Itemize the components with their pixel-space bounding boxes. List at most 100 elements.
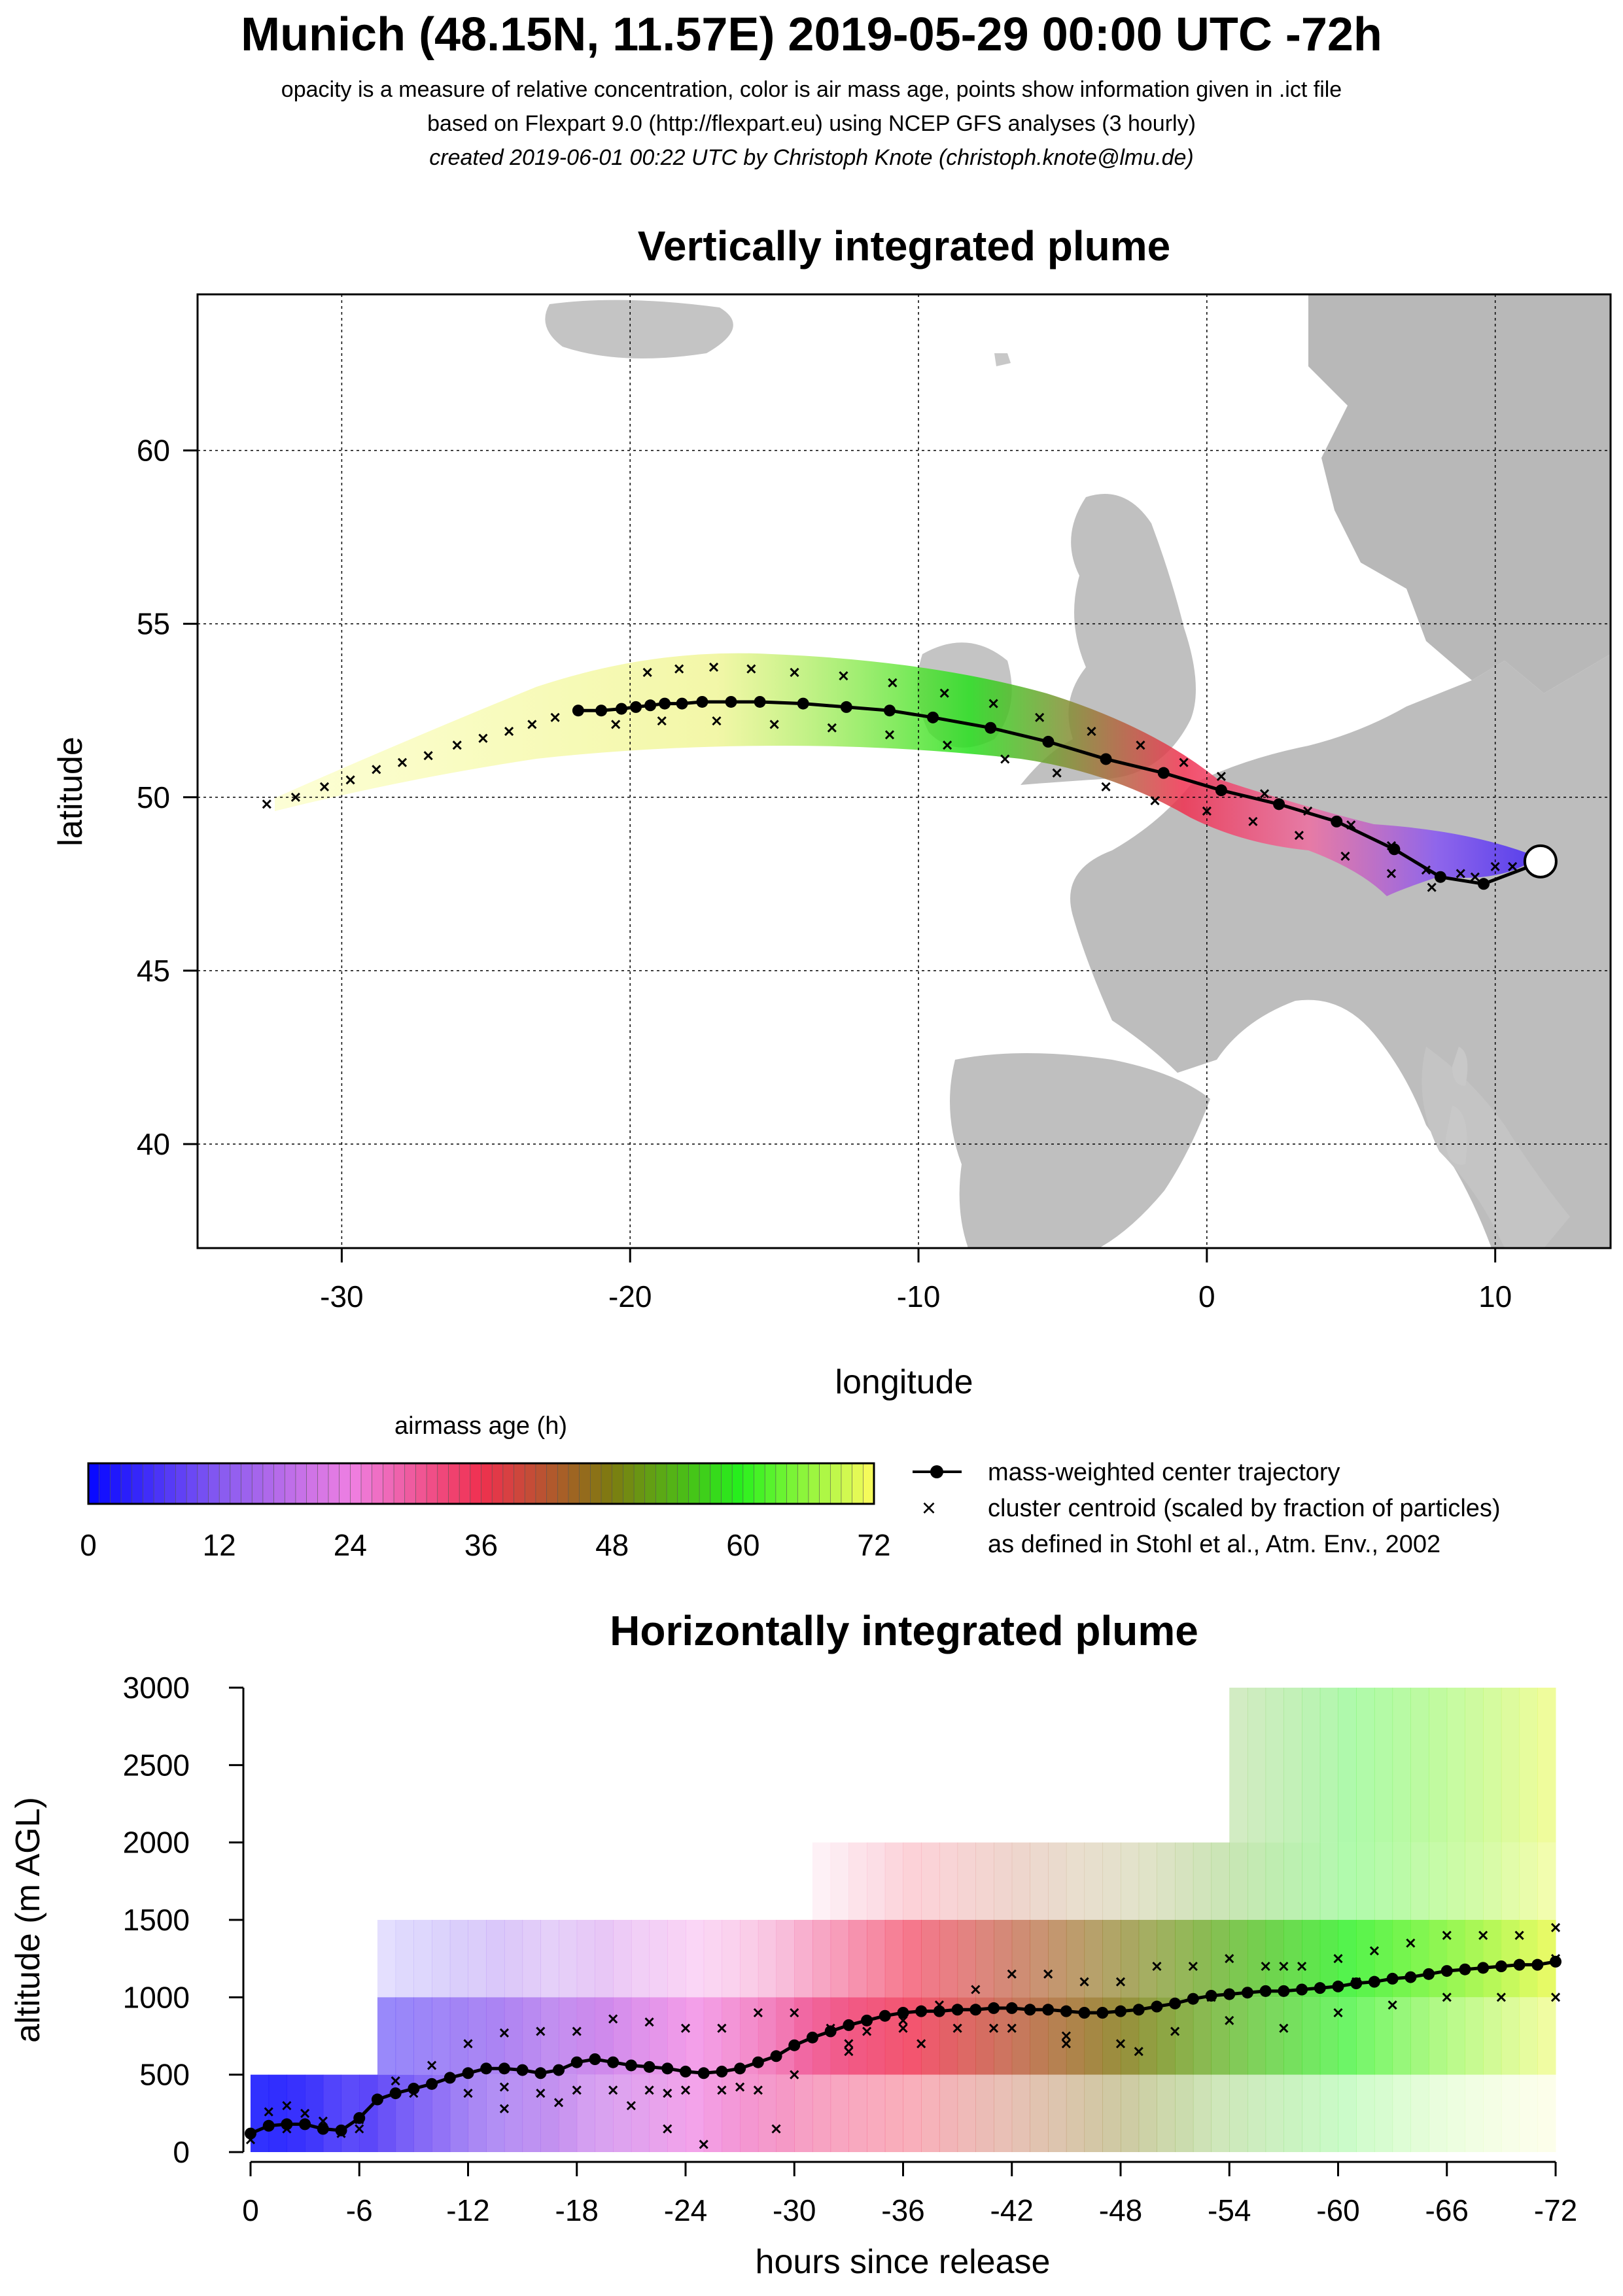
land-iberia — [950, 1053, 1210, 1248]
map-trajectory-point — [1478, 878, 1490, 890]
profile-shade-cell — [1138, 1842, 1157, 1920]
profile-shade-cell — [830, 1920, 849, 1998]
map-cluster-marker — [372, 765, 381, 774]
profile-shade-cell — [848, 1920, 867, 1998]
profile-x-tick-label: -66 — [1425, 2193, 1469, 2227]
colorbar-cell — [524, 1463, 536, 1505]
colorbar-cell — [688, 1463, 700, 1505]
colorbar-tick-label: 0 — [80, 1528, 97, 1562]
profile-trajectory-point — [1096, 2007, 1109, 2019]
profile-trajectory-point — [861, 2014, 873, 2026]
profile-shade-cell — [939, 1920, 958, 1998]
profile-trajectory-point — [697, 2067, 710, 2079]
map-cluster-marker — [790, 667, 799, 677]
profile-trajectory-point — [462, 2067, 474, 2079]
colorbar-cell — [852, 1463, 864, 1505]
map-cluster-marker — [1490, 861, 1500, 871]
profile-shade-cell — [1319, 1997, 1338, 2075]
profile-shade-cell — [1410, 1920, 1429, 1998]
profile-cluster-marker — [753, 2085, 763, 2095]
colorbar-cell — [841, 1463, 853, 1505]
profile-shade-cell — [377, 1920, 396, 1998]
profile-shade-cell — [867, 2074, 886, 2152]
map-trajectory-point — [883, 704, 896, 717]
profile-trajectory-point — [498, 2062, 510, 2075]
profile-shade-cell — [1030, 1842, 1049, 1920]
profile-shade-cell — [1302, 1997, 1321, 2075]
map-cluster-marker — [423, 751, 433, 761]
profile-shade-cell — [1175, 1842, 1194, 1920]
profile-shade-cell — [921, 1842, 940, 1920]
colorbar-cell — [829, 1463, 842, 1505]
profile-shade-cell — [1157, 1920, 1176, 1998]
profile-shade-cell — [1410, 2074, 1429, 2152]
colorbar-tick-label: 60 — [726, 1528, 759, 1562]
colorbar-cell — [99, 1463, 111, 1505]
map-trajectory-point — [659, 697, 671, 710]
profile-shade-cell — [1048, 2074, 1067, 2152]
profile-trajectory-point — [1405, 1971, 1417, 1983]
map-trajectory-point — [572, 704, 584, 717]
profile-x-tick-label: -36 — [881, 2193, 924, 2227]
profile-x-tick-label: -24 — [664, 2193, 707, 2227]
profile-cluster-marker — [898, 2023, 908, 2033]
profile-shade-cell — [1465, 2074, 1484, 2152]
colorbar-cell — [153, 1463, 166, 1505]
profile-shade-cell — [323, 2074, 342, 2152]
profile-shade-cell — [1193, 2074, 1212, 2152]
profile-cluster-marker — [409, 2089, 419, 2098]
profile-trajectory-point — [516, 2064, 529, 2076]
profile-shade-cell — [776, 2074, 795, 2152]
map-cluster-marker — [1202, 806, 1212, 816]
profile-cluster-marker — [988, 2023, 999, 2033]
profile-shade-cell — [1356, 1842, 1375, 1920]
profile-shade-cell — [1392, 2074, 1411, 2152]
profile-cluster-marker — [318, 2116, 328, 2126]
map-trajectory-point — [840, 701, 852, 713]
map-trajectory-point — [754, 695, 766, 708]
profile-shade-cell — [1501, 1842, 1520, 1920]
colorbar-cell — [120, 1463, 133, 1505]
map-cluster-marker — [1303, 806, 1313, 816]
profile-shade-cell — [1429, 1688, 1448, 1843]
profile-shade-cell — [1446, 1688, 1465, 1843]
profile-shade-cell — [1446, 1997, 1465, 2075]
colorbar-cell — [742, 1463, 755, 1505]
profile-trajectory-point — [589, 2053, 601, 2065]
map-cluster-marker — [611, 720, 621, 729]
profile-trajectory-point — [1169, 1997, 1181, 2009]
profile-trajectory-point — [1350, 1977, 1363, 1990]
profile-cluster-marker — [499, 2082, 509, 2092]
profile-cluster-marker — [644, 2017, 654, 2027]
map-marks — [262, 662, 1558, 892]
profile-shade-cell — [1501, 2074, 1520, 2152]
profile-trajectory-point — [1223, 1988, 1236, 2000]
profile-shade-cell — [776, 1997, 795, 2075]
profile-trajectory-point — [1477, 1962, 1490, 1974]
profile-shade-cell — [1465, 1920, 1484, 1998]
profile-trajectory-point — [444, 2072, 456, 2084]
profile-cluster-marker — [680, 2085, 691, 2095]
profile-shade-cell — [559, 2074, 578, 2152]
colorbar-cell — [295, 1463, 307, 1505]
profile-cluster-marker — [1496, 1961, 1506, 1972]
profile-shade-cell — [1302, 1688, 1321, 1843]
figure-title: Munich (48.15N, 11.57E) 2019-05-29 00:00… — [241, 9, 1382, 61]
profile-trajectory-point — [1060, 2005, 1072, 2017]
profile-trajectory-point — [625, 2059, 637, 2072]
colorbar-tick-label: 24 — [334, 1528, 367, 1562]
profile-cluster-marker — [608, 2085, 618, 2095]
profile-shade-cell — [1537, 1688, 1556, 1843]
map-y-tick-label: 40 — [137, 1127, 170, 1161]
colorbar-panel: airmass age (h) 0 12 24 36 48 60 72 — [80, 1412, 890, 1562]
map-cluster-marker — [319, 782, 330, 791]
profile-shade-cell — [1193, 1842, 1212, 1920]
profile-shade-cell — [794, 1920, 813, 1998]
profile-shade-cell — [1429, 1842, 1448, 1920]
profile-cluster-marker — [971, 1985, 981, 1994]
profile-cluster-marker — [1261, 1961, 1270, 1972]
profile-shade-cell — [1429, 1920, 1448, 1998]
profile-x-tick-label: -54 — [1208, 2193, 1251, 2227]
profile-cluster-marker — [1279, 1961, 1289, 1972]
profile-cluster-marker — [644, 2085, 654, 2095]
